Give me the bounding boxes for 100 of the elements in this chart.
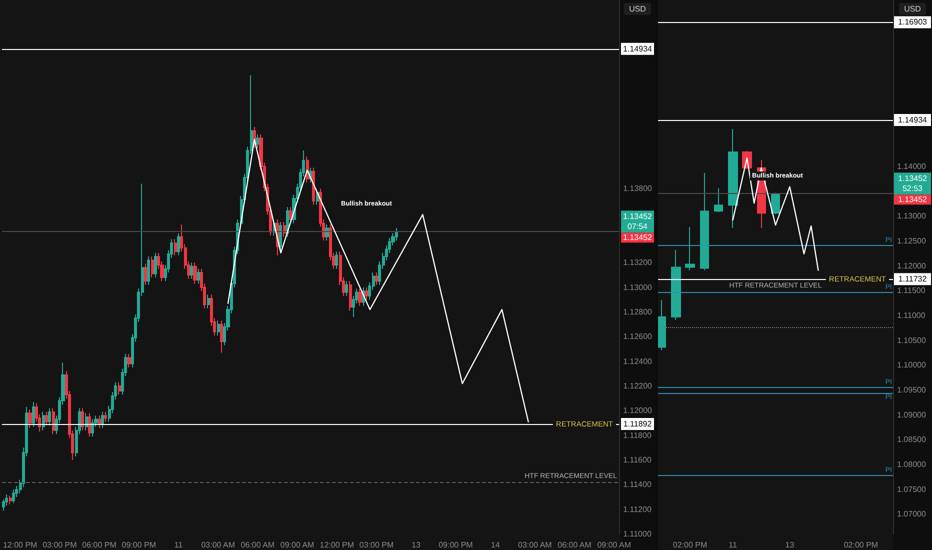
text: 1.13452	[623, 233, 653, 242]
x-tick-label: 06:00 AM	[240, 540, 275, 550]
candlestick	[256, 134, 259, 148]
annotation: 1.11892	[623, 419, 652, 428]
x-tick-label: 09:00 PM	[438, 540, 474, 550]
y-tick-label: 1.11500	[897, 286, 926, 296]
text: USD	[904, 4, 922, 14]
y-tick-label: 1.08500	[897, 435, 926, 444]
candlestick	[325, 224, 329, 241]
x-tick-label: 09:00 AM	[280, 540, 315, 550]
candlestick	[658, 300, 666, 351]
x-tick-label: 09:00 AM	[597, 540, 632, 550]
y-tick-label: 1.13800	[623, 184, 653, 194]
x-tick-label: 06:00 AM	[558, 540, 592, 550]
candlestick	[279, 221, 282, 251]
y-tick-label: 1.09000	[897, 410, 926, 420]
x-tick-label: 03:00 PM	[42, 540, 78, 550]
candlestick	[52, 408, 55, 435]
candlestick	[9, 495, 12, 505]
candlestick	[144, 263, 147, 286]
x-tick-label: 12:00 PM	[320, 540, 354, 550]
y-tick-label: 1.12000	[897, 261, 926, 270]
y-tick-label: 1.10000	[897, 360, 926, 370]
candlestick	[5, 494, 8, 506]
candlestick	[375, 272, 378, 286]
annotation: 1.14934	[898, 116, 928, 125]
candlestick	[48, 408, 51, 426]
candlestick	[85, 412, 88, 431]
candlestick	[217, 320, 220, 336]
y-tick-label: 1.12000	[623, 406, 653, 416]
x-tick-label: 12:00 PM	[2, 540, 38, 550]
candlestick	[174, 238, 177, 256]
candlestick	[101, 411, 104, 428]
x-tick-label: 13	[785, 540, 795, 550]
candlestick	[207, 294, 210, 309]
candlestick	[220, 320, 223, 354]
candlestick	[2, 498, 5, 512]
candlestick	[197, 268, 200, 284]
candlestick	[151, 256, 154, 278]
candlestick	[714, 188, 723, 213]
x-tick-label: 02:00 PM	[672, 540, 708, 550]
candlestick	[671, 249, 681, 320]
x-tick-label: 11	[728, 540, 738, 550]
x-tick-label: 11	[174, 540, 184, 550]
text: 1.13452	[898, 174, 928, 184]
y-tick-label: 1.12400	[623, 356, 653, 366]
y-tick-label: 1.07500	[897, 484, 926, 494]
candlestick	[190, 262, 193, 280]
line-series	[732, 157, 819, 271]
candlestick	[32, 402, 35, 428]
x-tick-label: 03:00 PM	[359, 540, 394, 550]
text: 1.13452	[898, 195, 928, 204]
candlestick	[118, 382, 121, 396]
text: USD	[629, 4, 646, 14]
y-tick-label: 1.10500	[897, 336, 926, 345]
y-tick-label: 1.11000	[623, 530, 652, 538]
candlestick	[88, 412, 91, 438]
y-tick-label: 1.12200	[623, 382, 653, 391]
candlestick	[312, 167, 315, 206]
y-tick-label: 1.13200	[623, 258, 653, 268]
text: 52:53	[902, 184, 924, 194]
candlestick	[12, 489, 15, 504]
y-tick-label: 1.11400	[623, 480, 652, 490]
candlestick	[771, 192, 780, 215]
candlestick	[335, 251, 338, 270]
candlestick	[193, 262, 197, 284]
x-tick-label: 03:00 AM	[518, 540, 552, 550]
candlestick	[81, 408, 84, 431]
y-tick-label: 1.11000	[897, 310, 926, 320]
candlestick	[147, 256, 150, 286]
candlestick	[700, 172, 709, 271]
candlestick	[345, 280, 348, 296]
candlestick	[98, 415, 101, 428]
candlestick	[28, 408, 32, 428]
candlestick	[177, 232, 180, 256]
text: 07:54	[627, 222, 648, 232]
x-tick-label: 09:00 PM	[122, 540, 156, 550]
y-tick-label: 1.11200	[623, 504, 652, 514]
annotation: 1.11732	[898, 274, 928, 284]
y-tick-label: 1.11800	[623, 430, 652, 440]
y-tick-label: 1.13000	[623, 282, 653, 292]
y-tick-label: 1.14000	[897, 162, 926, 171]
x-tick-label: 13	[412, 540, 422, 550]
candlestick	[104, 411, 107, 422]
candlestick	[91, 418, 94, 438]
x-tick-label: 02:00 PM	[844, 540, 878, 550]
annotation: 1.16903	[898, 18, 928, 27]
candlestick	[365, 286, 368, 300]
candlestick	[289, 206, 292, 224]
y-tick-label: 1.09500	[897, 385, 926, 394]
text: 1.13452	[623, 212, 653, 222]
y-tick-label: 1.07000	[897, 510, 926, 519]
x-tick-label: 06:00 PM	[82, 540, 117, 550]
candlestick	[127, 353, 131, 368]
y-tick-label: 1.12500	[897, 236, 926, 246]
y-tick-label: 1.12600	[623, 332, 653, 342]
y-tick-label: 1.11600	[623, 456, 652, 465]
candlestick	[685, 226, 695, 271]
y-tick-label: 1.12800	[623, 308, 653, 317]
candlestick	[349, 280, 352, 312]
